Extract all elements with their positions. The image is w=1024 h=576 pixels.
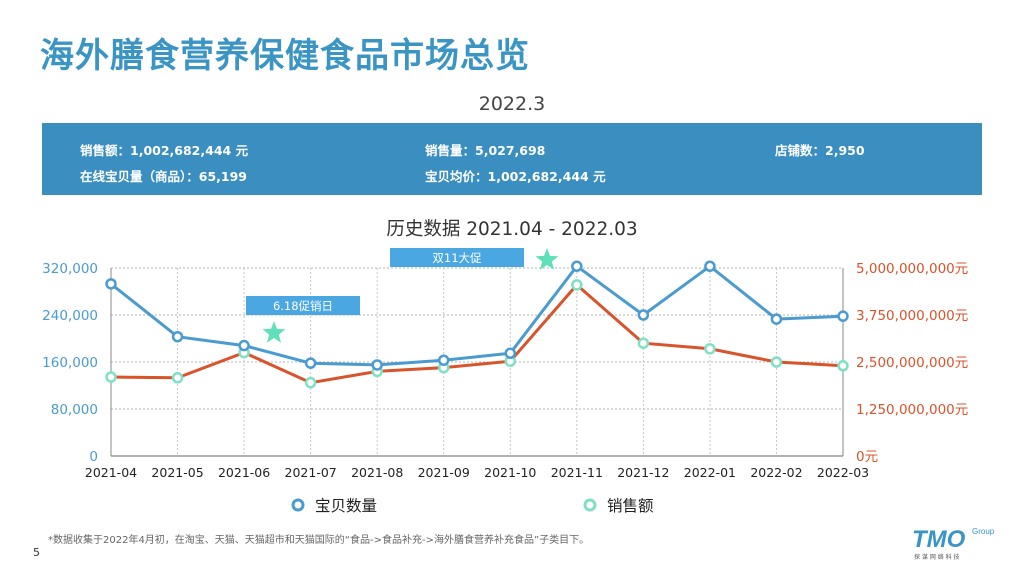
- logo-suffix: Group: [972, 527, 995, 536]
- legend-marker-items: [291, 498, 305, 512]
- legend-label-items: 宝贝数量: [315, 497, 377, 515]
- annotation-box: [390, 248, 524, 267]
- data-point-items: [637, 309, 650, 321]
- data-point-sales: [304, 376, 317, 389]
- logo-brand: TMO: [912, 526, 966, 553]
- right-tick-label: 2,500,000,000元: [856, 355, 968, 371]
- left-tick-label: 240,000: [42, 308, 98, 324]
- left-tick-label: 80,000: [51, 402, 98, 418]
- stat-avg-price: 宝贝均价：1,002,682,444 元: [425, 169, 606, 184]
- summary-banner: 销售额：1,002,682,444 元 销售量：5,027,698 店铺数：2,…: [42, 123, 982, 195]
- data-point-items: [238, 339, 250, 352]
- data-point-items: [171, 330, 184, 343]
- star-marker-618: [262, 321, 286, 343]
- x-tick-label: 2022-03: [817, 465, 869, 480]
- x-tick-label: 2021-10: [484, 465, 536, 480]
- data-point-sales: [571, 279, 583, 291]
- legend-marker-sales: [583, 498, 597, 512]
- x-tick-label: 2021-09: [418, 465, 470, 480]
- data-point-sales: [837, 360, 849, 372]
- data-point-sales: [171, 372, 184, 384]
- annotation-label: 双11大促: [432, 251, 482, 265]
- x-tick-label: 2021-06: [218, 465, 270, 480]
- stat-sales-volume: 销售量：5,027,698: [425, 143, 546, 158]
- x-tick-label: 2021-12: [617, 465, 669, 480]
- legend-label-sales: 销售额: [607, 497, 654, 515]
- data-point-sales: [704, 343, 716, 355]
- right-tick-label: 0元: [856, 449, 878, 465]
- data-point-items: [304, 357, 317, 369]
- series-line-items: [110, 264, 844, 367]
- stat-sales-amount: 销售额：1,002,682,444 元: [80, 143, 249, 158]
- data-point-sales: [770, 356, 783, 368]
- stat-online-items: 在线宝贝量（商品）：65,199: [80, 169, 247, 184]
- data-point-items: [371, 359, 383, 371]
- data-point-items: [105, 278, 117, 290]
- footnote: *数据收集于2022年4月初，在淘宝、天猫、天猫超市和天猫国际的“食品->食品补…: [48, 535, 590, 546]
- chart-title: 历史数据 2021.04 - 2022.03: [386, 219, 638, 240]
- x-tick-label: 2022-02: [750, 465, 802, 480]
- right-tick-label: 1,250,000,000元: [856, 402, 968, 418]
- left-tick-label: 320,000: [42, 261, 98, 277]
- x-tick-label: 2022-01: [684, 465, 736, 480]
- right-tick-label: 3,750,000,000元: [856, 308, 968, 324]
- page-number: 5: [33, 546, 40, 559]
- series-line-sales: [110, 282, 844, 385]
- page-title: 海外膳食营养保健食品市场总览: [40, 36, 530, 76]
- data-point-sales: [637, 337, 650, 349]
- annotation-label: 6.18促销日: [273, 299, 333, 313]
- data-point-sales: [105, 371, 117, 383]
- left-tick-label: 160,000: [42, 355, 98, 371]
- x-tick-label: 2021-11: [551, 465, 603, 480]
- x-tick-label: 2021-04: [85, 465, 137, 480]
- x-tick-label: 2021-05: [151, 465, 203, 480]
- x-tick-label: 2021-08: [351, 465, 403, 480]
- tmo-group-logo: TMO Group 探 谋 网 络 科 技: [912, 526, 995, 561]
- data-point-items: [704, 260, 716, 272]
- left-tick-label: 0: [89, 449, 98, 465]
- report-period: 2022.3: [478, 93, 546, 115]
- annotation-box: [246, 296, 360, 315]
- stat-store-count: 店铺数：2,950: [775, 143, 865, 158]
- x-tick-label: 2021-07: [285, 465, 337, 480]
- logo-tagline: 探 谋 网 络 科 技: [914, 553, 960, 561]
- data-point-items: [770, 313, 783, 325]
- star-marker-double11: [535, 248, 559, 270]
- data-point-items: [571, 260, 583, 272]
- right-tick-label: 5,000,000,000元: [856, 261, 968, 277]
- data-point-items: [837, 310, 849, 322]
- data-point-items: [504, 347, 517, 359]
- data-point-items: [437, 354, 450, 366]
